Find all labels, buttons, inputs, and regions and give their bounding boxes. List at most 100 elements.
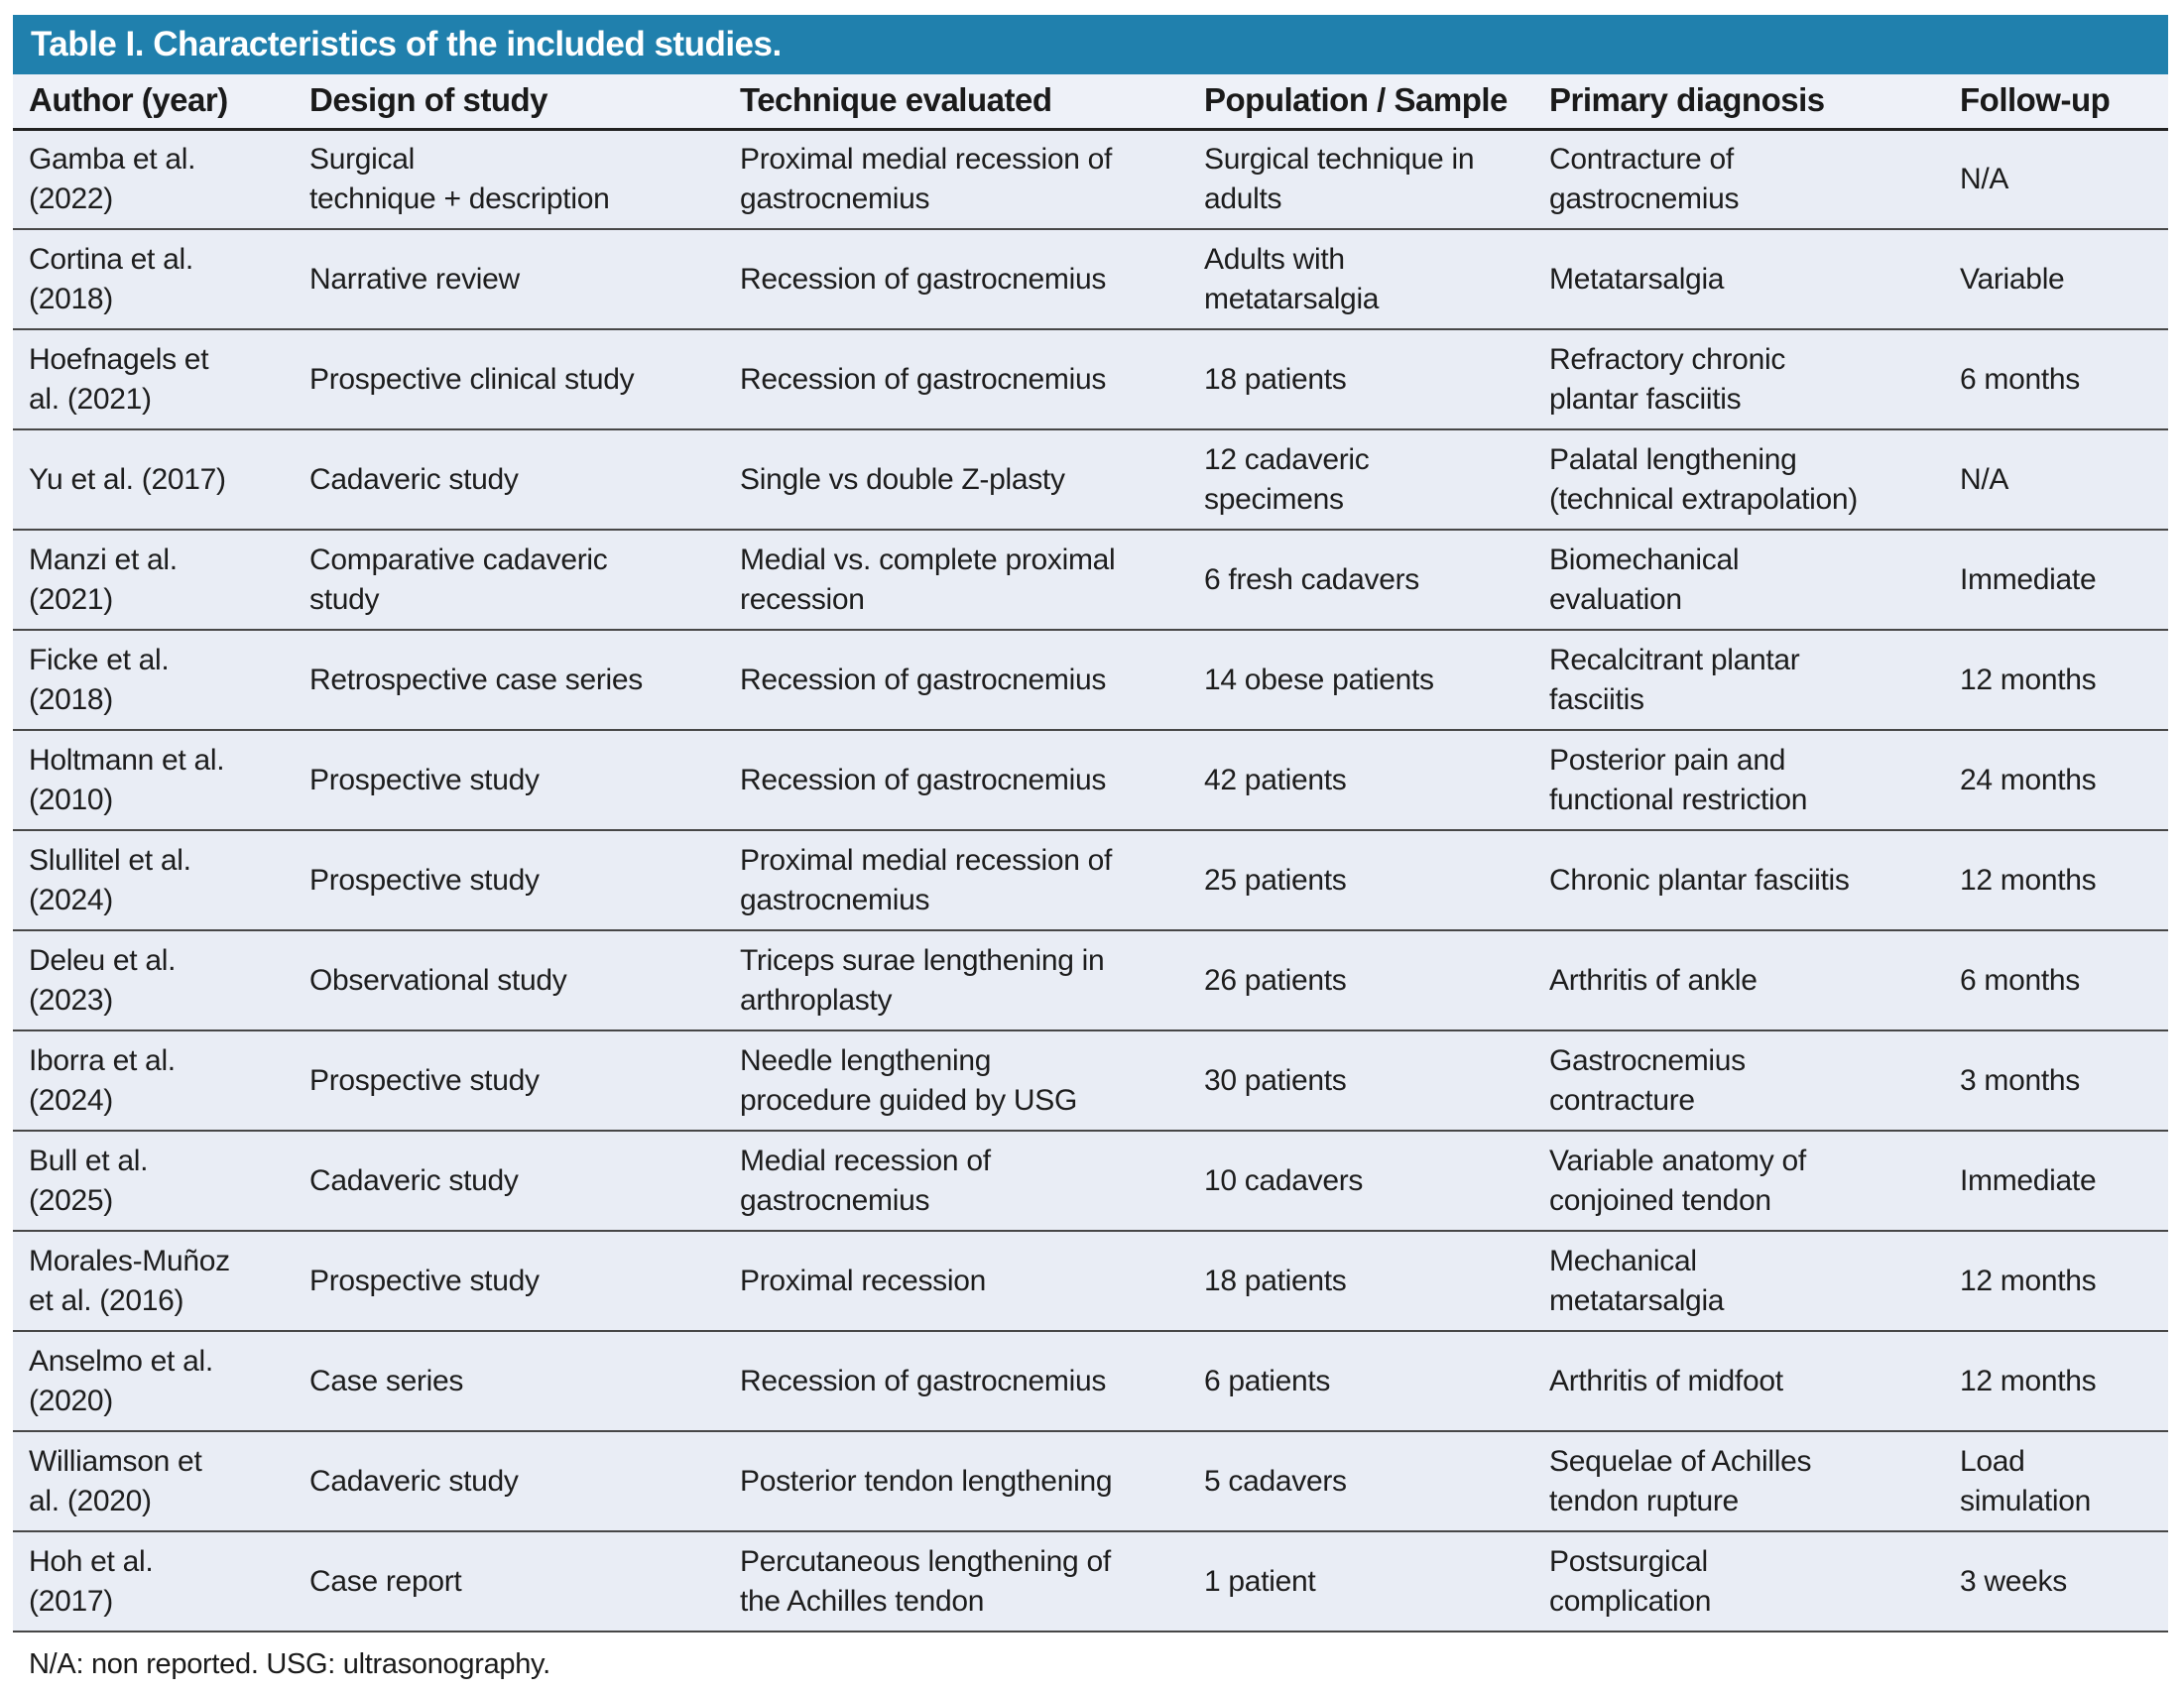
cell-author-year: Manzi et al. (2021)	[13, 530, 294, 631]
cell-primary-diagnosis: Postsurgical complication	[1533, 1531, 1944, 1633]
header-row: Author (year) Design of study Technique ev…	[13, 74, 2168, 131]
table-footnote: N/A: non reported. USG: ultrasonography.	[29, 1648, 550, 1680]
cell-follow-up: 12 months	[1944, 630, 2168, 731]
cell-follow-up: 12 months	[1944, 1331, 2168, 1432]
cell-technique-evaluated: Single vs double Z-plasty	[724, 429, 1188, 531]
table-row: Holtmann et al. (2010) Prospective study R…	[13, 730, 2168, 831]
cell-design-of-study: Prospective study	[294, 830, 724, 931]
cell-technique-evaluated: Proximal medial recession of gastrocnemi…	[724, 129, 1188, 230]
cell-primary-diagnosis: Gastrocnemius contracture	[1533, 1030, 1944, 1132]
cell-author-year: Williamson et al. (2020)	[13, 1431, 294, 1532]
cell-author-year: Anselmo et al. (2020)	[13, 1331, 294, 1432]
cell-technique-evaluated: Recession of gastrocnemius	[724, 630, 1188, 731]
cell-follow-up: Variable	[1944, 229, 2168, 330]
cell-primary-diagnosis: Posterior pain and functional restrictio…	[1533, 730, 1944, 831]
cell-population-sample: 10 cadavers	[1188, 1131, 1533, 1232]
cell-design-of-study: Case report	[294, 1531, 724, 1633]
cell-primary-diagnosis: Recalcitrant plantar fasciitis	[1533, 630, 1944, 731]
column-header-technique-evaluated: Technique evaluated	[724, 74, 1188, 131]
table-row: Gamba et al. (2022) Surgical technique + …	[13, 129, 2168, 230]
cell-primary-diagnosis: Arthritis of midfoot	[1533, 1331, 1944, 1432]
cell-primary-diagnosis: Variable anatomy of conjoined tendon	[1533, 1131, 1944, 1232]
cell-technique-evaluated: Recession of gastrocnemius	[724, 730, 1188, 831]
cell-design-of-study: Retrospective case series	[294, 630, 724, 731]
table-row: Iborra et al. (2024) Prospective study Nee…	[13, 1030, 2168, 1132]
table-row: Anselmo et al. (2020) Case series Recessio…	[13, 1331, 2168, 1432]
table-row: Morales-Muñoz et al. (2016) Prospective s…	[13, 1231, 2168, 1332]
cell-primary-diagnosis: Contracture of gastrocnemius	[1533, 129, 1944, 230]
cell-follow-up: 6 months	[1944, 329, 2168, 430]
cell-primary-diagnosis: Biomechanical evaluation	[1533, 530, 1944, 631]
cell-author-year: Gamba et al. (2022)	[13, 129, 294, 230]
cell-follow-up: 12 months	[1944, 1231, 2168, 1332]
cell-technique-evaluated: Recession of gastrocnemius	[724, 1331, 1188, 1432]
table-row: Slullitel et al. (2024) Prospective study…	[13, 830, 2168, 931]
column-header-population-sample: Population / Sample	[1188, 74, 1533, 131]
column-header-design-of-study: Design of study	[294, 74, 724, 131]
cell-population-sample: 25 patients	[1188, 830, 1533, 931]
cell-author-year: Bull et al. (2025)	[13, 1131, 294, 1232]
table-row: Ficke et al. (2018) Retrospective case se…	[13, 630, 2168, 731]
cell-population-sample: 5 cadavers	[1188, 1431, 1533, 1532]
cell-primary-diagnosis: Arthritis of ankle	[1533, 930, 1944, 1031]
cell-design-of-study: Comparative cadaveric study	[294, 530, 724, 631]
column-header-follow-up: Follow-up	[1944, 74, 2168, 131]
table-row: Bull et al. (2025) Cadaveric study Medial …	[13, 1131, 2168, 1232]
cell-follow-up: 3 months	[1944, 1030, 2168, 1132]
cell-design-of-study: Case series	[294, 1331, 724, 1432]
cell-follow-up: 12 months	[1944, 830, 2168, 931]
cell-author-year: Yu et al. (2017)	[13, 429, 294, 531]
cell-author-year: Hoefnagels et al. (2021)	[13, 329, 294, 430]
studies-table: Author (year) Design of study Technique ev…	[13, 74, 2168, 1633]
cell-follow-up: 6 months	[1944, 930, 2168, 1031]
cell-technique-evaluated: Triceps surae lengthening in arthroplast…	[724, 930, 1188, 1031]
cell-design-of-study: Prospective clinical study	[294, 329, 724, 430]
cell-technique-evaluated: Recession of gastrocnemius	[724, 329, 1188, 430]
cell-follow-up: Immediate	[1944, 1131, 2168, 1232]
table-row: Deleu et al. (2023) Observational study Tr…	[13, 930, 2168, 1031]
cell-primary-diagnosis: Metatarsalgia	[1533, 229, 1944, 330]
cell-design-of-study: Narrative review	[294, 229, 724, 330]
table-row: Hoefnagels et al. (2021) Prospective clin…	[13, 329, 2168, 430]
cell-technique-evaluated: Proximal medial recession of gastrocnemi…	[724, 830, 1188, 931]
cell-technique-evaluated: Medial recession of gastrocnemius	[724, 1131, 1188, 1232]
table-row: Cortina et al. (2018) Narrative review Rec…	[13, 229, 2168, 330]
cell-population-sample: 18 patients	[1188, 329, 1533, 430]
cell-author-year: Morales-Muñoz et al. (2016)	[13, 1231, 294, 1332]
cell-population-sample: 42 patients	[1188, 730, 1533, 831]
cell-technique-evaluated: Proximal recession	[724, 1231, 1188, 1332]
cell-population-sample: 6 fresh cadavers	[1188, 530, 1533, 631]
cell-population-sample: Surgical technique in adults	[1188, 129, 1533, 230]
table-body: Gamba et al. (2022) Surgical technique + …	[13, 129, 2168, 1633]
cell-author-year: Ficke et al. (2018)	[13, 630, 294, 731]
cell-design-of-study: Cadaveric study	[294, 1431, 724, 1532]
cell-primary-diagnosis: Mechanical metatarsalgia	[1533, 1231, 1944, 1332]
cell-design-of-study: Cadaveric study	[294, 1131, 724, 1232]
cell-population-sample: 26 patients	[1188, 930, 1533, 1031]
cell-primary-diagnosis: Sequelae of Achilles tendon rupture	[1533, 1431, 1944, 1532]
table-row: Yu et al. (2017) Cadaveric study Single vs…	[13, 429, 2168, 531]
table-title-bar: Table I. Characteristics of the included…	[13, 15, 2168, 74]
cell-population-sample: 30 patients	[1188, 1030, 1533, 1132]
cell-design-of-study: Cadaveric study	[294, 429, 724, 531]
cell-population-sample: 18 patients	[1188, 1231, 1533, 1332]
column-header-author-year: Author (year)	[13, 74, 294, 131]
cell-design-of-study: Prospective study	[294, 1030, 724, 1132]
cell-population-sample: 6 patients	[1188, 1331, 1533, 1432]
cell-follow-up: 24 months	[1944, 730, 2168, 831]
cell-design-of-study: Surgical technique + description	[294, 129, 724, 230]
cell-population-sample: 12 cadaveric specimens	[1188, 429, 1533, 531]
cell-follow-up: 3 weeks	[1944, 1531, 2168, 1633]
cell-primary-diagnosis: Palatal lengthening (technical extrapola…	[1533, 429, 1944, 531]
cell-design-of-study: Prospective study	[294, 730, 724, 831]
cell-follow-up: N/A	[1944, 429, 2168, 531]
table-title: Table I. Characteristics of the included…	[31, 25, 782, 63]
cell-author-year: Iborra et al. (2024)	[13, 1030, 294, 1132]
cell-follow-up: Load simulation	[1944, 1431, 2168, 1532]
table-row: Williamson et al. (2020) Cadaveric study P…	[13, 1431, 2168, 1532]
cell-technique-evaluated: Needle lengthening procedure guided by U…	[724, 1030, 1188, 1132]
cell-primary-diagnosis: Chronic plantar fasciitis	[1533, 830, 1944, 931]
cell-technique-evaluated: Recession of gastrocnemius	[724, 229, 1188, 330]
table-row: Manzi et al. (2021) Comparative cadaveric…	[13, 530, 2168, 631]
